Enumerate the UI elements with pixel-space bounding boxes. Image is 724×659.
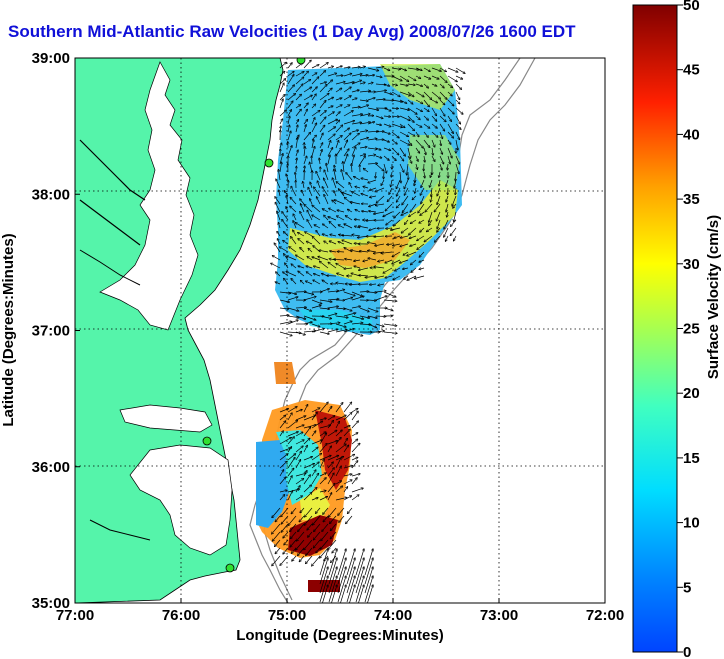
x-tick-label: 72:00 xyxy=(586,607,624,624)
radar-station xyxy=(202,436,212,446)
x-axis-label: Longitude (Degrees:Minutes) xyxy=(236,627,444,644)
y-tick-labels: 39:00 38:00 37:00 36:00 35:00 xyxy=(32,50,80,612)
colorbar-tick-label: 30 xyxy=(683,256,700,273)
x-tick-labels: 77:00 76:00 75:00 74:00 73:00 72:00 xyxy=(56,598,624,624)
x-tick-label: 75:00 xyxy=(268,607,306,624)
colorbar-tick-label: 10 xyxy=(683,515,700,532)
colorbar-tick-label: 5 xyxy=(683,579,691,596)
southern-darkred-region xyxy=(288,515,338,556)
colorbar-tick-label: 20 xyxy=(683,385,700,402)
northern-warm-band xyxy=(288,180,458,282)
mainland xyxy=(75,58,284,603)
x-tick-label: 77:00 xyxy=(56,607,94,624)
neuse-river xyxy=(89,519,151,541)
colorbar-tick-label: 0 xyxy=(683,644,691,659)
york-river xyxy=(79,249,141,286)
map-title: Southern Mid-Atlantic Raw Velocities (1 … xyxy=(8,22,576,41)
colorbar-tick-label: 35 xyxy=(683,191,700,208)
potomac-river xyxy=(79,139,146,201)
grid-lines xyxy=(75,58,605,603)
colorbar xyxy=(632,4,678,653)
y-tick-label: 36:00 xyxy=(32,459,70,476)
chesapeake-bay xyxy=(99,61,199,331)
colorbar-tick-label: 40 xyxy=(683,126,700,143)
y-axis-label: Latitude (Degrees:Minutes) xyxy=(0,233,17,426)
colorbar-label: Surface Velocity (cm/s) xyxy=(705,215,722,379)
velocity-vectors xyxy=(271,60,465,603)
radar-station xyxy=(225,563,235,573)
x-tick-label: 74:00 xyxy=(374,607,412,624)
radar-station xyxy=(264,158,274,168)
albemarle-sound xyxy=(119,404,213,433)
y-tick-label: 39:00 xyxy=(32,50,70,67)
radar-station xyxy=(296,58,306,65)
colorbar-tick-label: 45 xyxy=(683,62,700,79)
northern-north-warm xyxy=(380,64,455,110)
rappahannock-river xyxy=(79,199,141,246)
y-tick-label: 35:00 xyxy=(32,595,70,612)
y-tick-label: 38:00 xyxy=(32,186,70,203)
x-tick-label: 73:00 xyxy=(480,607,518,624)
colorbar-tick-label: 50 xyxy=(683,0,700,14)
southern-blue-region xyxy=(256,440,292,528)
colorbar-tick-label: 25 xyxy=(683,321,700,338)
x-tick-label: 76:00 xyxy=(162,607,200,624)
y-tick-label: 37:00 xyxy=(32,323,70,340)
colorbar-tick-label: 15 xyxy=(683,450,700,467)
cape-hatteras-patch xyxy=(274,362,296,384)
